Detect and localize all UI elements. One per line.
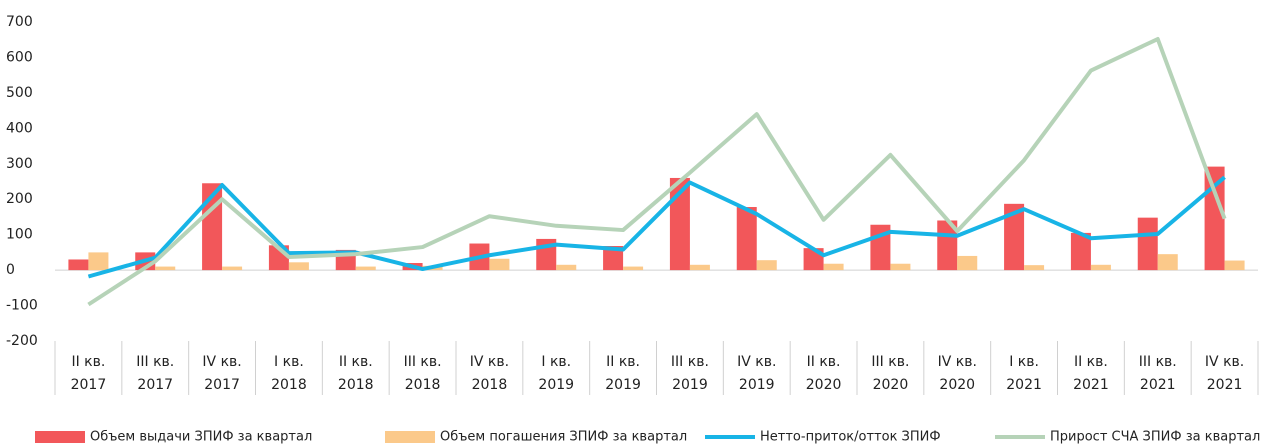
x-tick-label: 2019 xyxy=(605,377,641,393)
x-tick-label: 2020 xyxy=(939,377,975,393)
y-tick-label: -100 xyxy=(6,298,38,314)
y-tick-label: 700 xyxy=(6,14,33,30)
legend-label: Прирост СЧА ЗПИФ за квартал xyxy=(1050,430,1260,445)
bar xyxy=(68,259,89,271)
y-tick-label: 500 xyxy=(6,85,33,101)
x-tick-label: 2019 xyxy=(538,377,574,393)
bar xyxy=(957,255,978,271)
x-tick-label: II кв. xyxy=(1074,354,1108,370)
x-tick-label: III кв. xyxy=(136,354,174,370)
x-tick-label: 2017 xyxy=(71,377,107,393)
x-tick-label: 2020 xyxy=(806,377,842,393)
bar xyxy=(623,266,644,271)
x-tick-label: III кв. xyxy=(671,354,709,370)
legend-swatch xyxy=(385,431,435,443)
x-tick-label: IV кв. xyxy=(938,354,977,370)
legend-label: Объем выдачи ЗПИФ за квартал xyxy=(90,430,312,445)
bar xyxy=(1024,265,1045,271)
x-tick-label: 2019 xyxy=(672,377,708,393)
legend-label: Нетто-приток/отток ЗПИФ xyxy=(760,430,941,445)
x-tick-label: III кв. xyxy=(404,354,442,370)
x-tick-label: II кв. xyxy=(339,354,373,370)
y-tick-label: 400 xyxy=(6,120,33,136)
bar xyxy=(890,263,911,271)
bar xyxy=(1004,203,1025,271)
bar xyxy=(689,264,710,271)
bar xyxy=(1070,232,1091,271)
bar xyxy=(1090,264,1111,271)
line-series xyxy=(87,37,1227,307)
bar xyxy=(288,262,309,271)
bar xyxy=(603,246,624,271)
x-tick-label: 2020 xyxy=(873,377,909,393)
x-tick-label: I кв. xyxy=(1009,354,1039,370)
x-tick-label: 2017 xyxy=(137,377,173,393)
x-tick-label: 2021 xyxy=(1207,377,1243,393)
bar xyxy=(823,263,844,271)
y-tick-label: 100 xyxy=(6,227,33,243)
bar xyxy=(1137,217,1158,271)
bar xyxy=(1224,260,1245,271)
x-tick-label: 2018 xyxy=(271,377,307,393)
bar xyxy=(355,266,376,271)
bar xyxy=(222,266,243,271)
y-tick-label: -200 xyxy=(6,333,38,349)
legend-label: Объем погашения ЗПИФ за квартал xyxy=(440,430,687,445)
legend-swatch xyxy=(35,431,85,443)
x-tick-label: 2021 xyxy=(1140,377,1176,393)
line-series xyxy=(87,175,1226,279)
x-tick-label: 2017 xyxy=(204,377,240,393)
x-tick-label: III кв. xyxy=(1139,354,1177,370)
x-tick-label: 2018 xyxy=(338,377,374,393)
x-tick-label: II кв. xyxy=(807,354,841,370)
x-tick-label: 2019 xyxy=(739,377,775,393)
x-tick-label: IV кв. xyxy=(470,354,509,370)
x-tick-label: IV кв. xyxy=(737,354,776,370)
bar xyxy=(756,260,777,271)
x-tick-label: II кв. xyxy=(606,354,640,370)
y-tick-label: 200 xyxy=(6,191,33,207)
x-tick-label: I кв. xyxy=(274,354,304,370)
y-tick-label: 600 xyxy=(6,49,33,65)
x-tick-label: IV кв. xyxy=(1205,354,1244,370)
x-tick-label: 2018 xyxy=(405,377,441,393)
x-tick-label: 2021 xyxy=(1006,377,1042,393)
y-tick-label: 300 xyxy=(6,156,33,172)
x-tick-label: IV кв. xyxy=(202,354,241,370)
bar xyxy=(155,266,176,271)
bar xyxy=(1157,254,1178,271)
x-tick-label: I кв. xyxy=(541,354,571,370)
bar xyxy=(489,258,510,271)
y-tick-label: 0 xyxy=(6,262,15,278)
x-tick-label: 2018 xyxy=(472,377,508,393)
bar xyxy=(556,264,577,271)
bar xyxy=(669,177,690,271)
x-tick-label: 2021 xyxy=(1073,377,1109,393)
bar xyxy=(88,252,109,271)
bar xyxy=(736,207,757,271)
x-tick-label: III кв. xyxy=(871,354,909,370)
x-tick-label: II кв. xyxy=(71,354,105,370)
